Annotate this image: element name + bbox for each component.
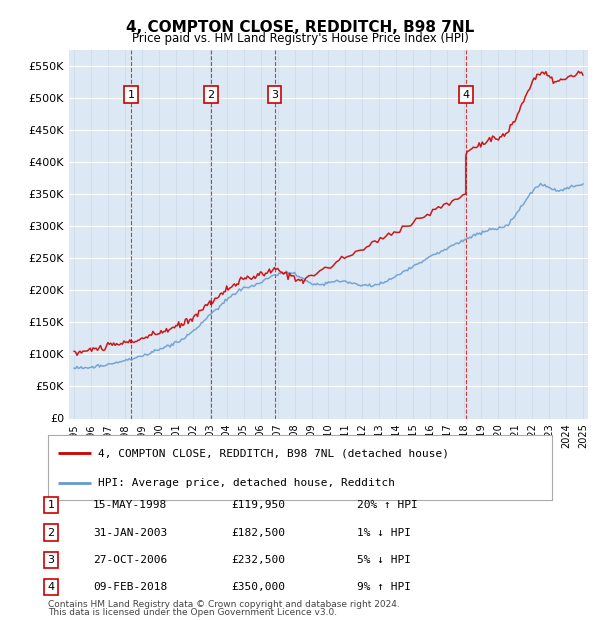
Text: 3: 3	[47, 555, 55, 565]
Text: 31-JAN-2003: 31-JAN-2003	[93, 528, 167, 538]
Text: 4, COMPTON CLOSE, REDDITCH, B98 7NL: 4, COMPTON CLOSE, REDDITCH, B98 7NL	[126, 20, 474, 35]
Text: 20% ↑ HPI: 20% ↑ HPI	[357, 500, 418, 510]
Text: 9% ↑ HPI: 9% ↑ HPI	[357, 582, 411, 592]
Text: 4, COMPTON CLOSE, REDDITCH, B98 7NL (detached house): 4, COMPTON CLOSE, REDDITCH, B98 7NL (det…	[98, 448, 449, 458]
Text: This data is licensed under the Open Government Licence v3.0.: This data is licensed under the Open Gov…	[48, 608, 337, 617]
Text: 2: 2	[47, 528, 55, 538]
Text: 2: 2	[208, 89, 215, 99]
Text: 4: 4	[47, 582, 55, 592]
Text: £350,000: £350,000	[231, 582, 285, 592]
Text: 3: 3	[271, 89, 278, 99]
Text: 5% ↓ HPI: 5% ↓ HPI	[357, 555, 411, 565]
Text: £182,500: £182,500	[231, 528, 285, 538]
Text: Price paid vs. HM Land Registry's House Price Index (HPI): Price paid vs. HM Land Registry's House …	[131, 32, 469, 45]
Text: 1% ↓ HPI: 1% ↓ HPI	[357, 528, 411, 538]
Text: Contains HM Land Registry data © Crown copyright and database right 2024.: Contains HM Land Registry data © Crown c…	[48, 600, 400, 609]
Text: 4: 4	[463, 89, 469, 99]
Text: HPI: Average price, detached house, Redditch: HPI: Average price, detached house, Redd…	[98, 479, 395, 489]
Text: £232,500: £232,500	[231, 555, 285, 565]
Text: 1: 1	[128, 89, 135, 99]
Text: 09-FEB-2018: 09-FEB-2018	[93, 582, 167, 592]
Text: 15-MAY-1998: 15-MAY-1998	[93, 500, 167, 510]
Text: £119,950: £119,950	[231, 500, 285, 510]
Text: 27-OCT-2006: 27-OCT-2006	[93, 555, 167, 565]
Text: 1: 1	[47, 500, 55, 510]
